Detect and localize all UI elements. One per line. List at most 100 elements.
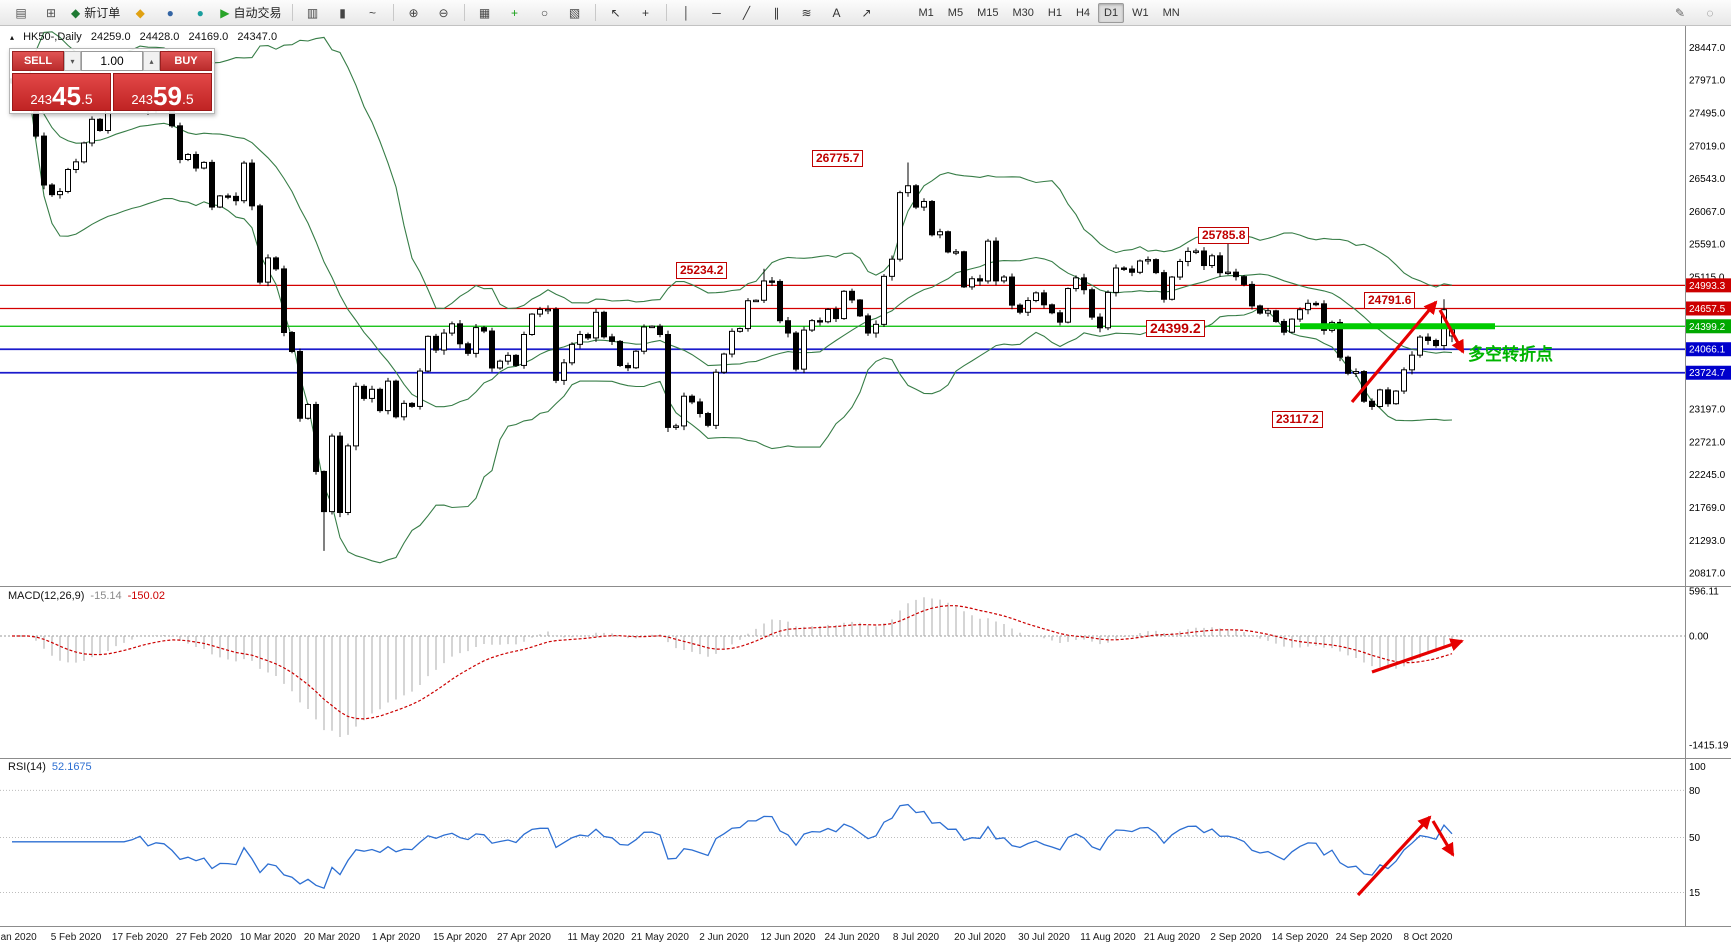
time-label: 30 Jul 2020 <box>1018 932 1070 943</box>
buy-price-prefix: 243 <box>131 91 154 107</box>
toolbar-new-chart-icon[interactable]: ▤ <box>7 2 35 24</box>
toolbar-profiles-icon[interactable]: ⊞ <box>37 2 65 24</box>
price-tag-24066.1: 24066.1 <box>1689 345 1726 356</box>
price-tick-label: 22721.0 <box>1689 437 1726 448</box>
price-tag-24657.5: 24657.5 <box>1689 304 1726 315</box>
sell-price-prefix: 243 <box>30 91 53 107</box>
ohlc-open: 24259.0 <box>90 31 131 43</box>
symbol-marker-icon: ▴ <box>10 33 15 42</box>
price-annotation: 23117.2 <box>1272 411 1323 428</box>
time-label: 10 Mar 2020 <box>240 932 297 943</box>
timeframe-button-M5[interactable]: M5 <box>947 6 964 19</box>
add-indicator-icon: + <box>510 5 518 20</box>
toolbar-arrows-tool-icon[interactable]: ↗ <box>853 2 881 24</box>
rsi-panel-header: RSI(14) 52.1675 <box>8 761 92 773</box>
timeframe-button-D1[interactable]: D1 <box>1098 2 1125 23</box>
time-label: 21 Aug 2020 <box>1144 932 1201 943</box>
macd-name: MACD(12,26,9) <box>8 590 85 602</box>
sell-button[interactable]: SELL <box>12 51 64 71</box>
sell-price-big: 45 <box>52 80 81 111</box>
volume-increase-button[interactable]: ▴ <box>143 51 160 71</box>
price-tick-label: 20817.0 <box>1689 569 1726 580</box>
timeframe-button-W1[interactable]: W1 <box>1132 6 1149 19</box>
toolbar-tile-windows-icon[interactable]: ▦ <box>471 2 499 24</box>
timeframe-button-H4[interactable]: H4 <box>1075 6 1090 19</box>
sell-price-dec: .5 <box>80 90 93 107</box>
price-tag-24993.3: 24993.3 <box>1689 281 1726 292</box>
price-tag-24399.2: 24399.2 <box>1689 322 1726 333</box>
toolbar-vertical-line-tool-icon[interactable]: │ <box>673 2 701 24</box>
toolbar-market-icon[interactable]: ● <box>186 2 214 24</box>
symbol-period: HK50-,Daily <box>23 31 82 43</box>
toolbar-separator <box>594 4 596 21</box>
toolbar-fibonacci-tool-icon[interactable]: ≋ <box>793 2 821 24</box>
toolbar-add-indicator-icon[interactable]: + <box>501 2 529 24</box>
toolbar-cursor-tool-icon[interactable]: ↖ <box>602 2 630 24</box>
toolbar-mql-community-icon[interactable]: ● <box>156 2 184 24</box>
rsi-axis-label: 80 <box>1689 786 1701 797</box>
alerts-icon: ◆ <box>135 5 145 20</box>
buy-button[interactable]: BUY <box>160 51 212 71</box>
trendline-tool-icon: ╱ <box>742 5 751 20</box>
zoom-in-icon: ⊕ <box>408 5 419 20</box>
price-annotation: 25785.8 <box>1198 227 1250 244</box>
toolbar-crosshair-tool-icon[interactable]: + <box>632 2 660 24</box>
timeframe-button-M1[interactable]: M1 <box>918 6 934 19</box>
toolbar-period-clock-icon[interactable]: ○ <box>531 2 559 24</box>
toolbar-templates-icon[interactable]: ▧ <box>561 2 589 24</box>
toolbar-horizontal-line-tool-icon[interactable]: ─ <box>703 2 731 24</box>
timeframe-button-M30[interactable]: M30 <box>1012 6 1034 19</box>
time-label: 15 Apr 2020 <box>433 932 487 943</box>
timeframe-button-H1[interactable]: H1 <box>1047 6 1062 19</box>
zoom-out-icon: ⊖ <box>438 5 449 20</box>
sell-price-button[interactable]: 243 45.5 <box>12 73 111 111</box>
note-annotation: 多空转折点 <box>1468 345 1553 364</box>
price-tick-label: 21293.0 <box>1689 536 1726 547</box>
toolbar-right-group: ✎ ◌ <box>1665 2 1725 24</box>
price-annotation: 24399.2 <box>1146 320 1205 337</box>
toolbar-autotrading-button[interactable]: ▶ 自动交易 <box>216 2 285 24</box>
toolbar-objects-shape-icon[interactable]: ◌ <box>1706 5 1714 20</box>
price-tick-label: 25115.0 <box>1689 272 1725 283</box>
toolbar-bar-chart-mode-icon[interactable]: ▥ <box>299 2 327 24</box>
timeframe-button-M15[interactable]: M15 <box>977 6 999 19</box>
buy-price-button[interactable]: 243 59.5 <box>113 73 212 111</box>
volume-input[interactable] <box>81 51 143 71</box>
toolbar-draw-pencil-icon[interactable]: ✎ <box>1674 5 1686 20</box>
price-tick-label: 25591.0 <box>1689 240 1726 251</box>
macd-value-main: -15.14 <box>90 590 122 602</box>
horizontal-line-tool-icon: ─ <box>712 5 721 20</box>
timeframe-button-MN[interactable]: MN <box>1162 6 1180 19</box>
price-tick-label: 21769.0 <box>1689 503 1726 514</box>
price-tag-23724.7: 23724.7 <box>1689 368 1726 379</box>
time-label: 11 Aug 2020 <box>1080 932 1136 943</box>
price-tick-label: 27971.0 <box>1689 76 1726 87</box>
toolbar-trendline-tool-icon[interactable]: ╱ <box>733 2 761 24</box>
toolbar-line-chart-mode-icon[interactable]: ~ <box>359 2 387 24</box>
price-tick-label: 27495.0 <box>1689 109 1726 120</box>
toolbar-separator <box>392 4 394 21</box>
macd-axis-label: 596.11 <box>1689 587 1719 598</box>
market-icon: ● <box>196 5 204 20</box>
toolbar-channel-tool-icon[interactable]: ∥ <box>763 2 791 24</box>
toolbar-new-order-button[interactable]: ◆ 新订单 <box>67 2 124 24</box>
price-tick-label: 26067.0 <box>1689 207 1726 218</box>
line-chart-mode-icon: ~ <box>368 5 376 20</box>
toolbar-candlestick-mode-icon[interactable]: ▮ <box>329 2 357 24</box>
toolbar-zoom-out-icon[interactable]: ⊖ <box>430 2 458 24</box>
time-label: 2 Sep 2020 <box>1210 932 1262 943</box>
toolbar-zoom-in-icon[interactable]: ⊕ <box>400 2 428 24</box>
crosshair-tool-icon: + <box>641 5 649 20</box>
toolbar-text-tool-icon[interactable]: A <box>823 2 851 24</box>
toolbar-alerts-icon[interactable]: ◆ <box>126 2 154 24</box>
time-label: 20 Jul 2020 <box>954 932 1006 943</box>
new-chart-icon: ▤ <box>15 5 27 20</box>
vertical-line-tool-icon: │ <box>682 5 691 20</box>
time-label: 27 Feb 2020 <box>176 932 233 943</box>
volume-decrease-button[interactable]: ▾ <box>64 51 81 71</box>
time-label: 8 Jul 2020 <box>893 932 940 943</box>
time-label: 1 Apr 2020 <box>372 932 421 943</box>
